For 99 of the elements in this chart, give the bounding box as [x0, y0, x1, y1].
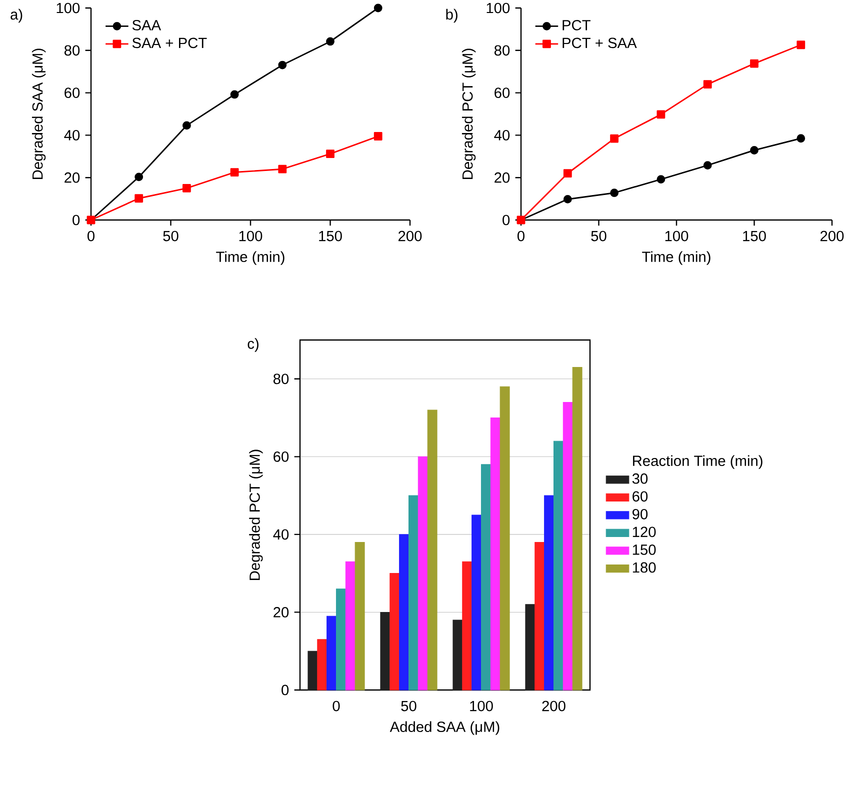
bar: [345, 561, 356, 690]
bar: [380, 612, 390, 690]
bar: [500, 386, 510, 690]
point: [278, 164, 287, 174]
bar: [562, 402, 573, 690]
x-tick-label: 200: [542, 700, 566, 712]
point: [656, 110, 666, 119]
point: [563, 195, 572, 204]
bar: [534, 542, 545, 690]
point: [796, 40, 806, 50]
y-tick-label: 80: [64, 45, 80, 56]
point: [750, 59, 758, 68]
point: [182, 184, 191, 192]
bar: [452, 620, 463, 690]
x-tick-label: 50: [591, 230, 606, 242]
y-tick-label: 60: [64, 88, 80, 98]
legend-title: Reaction Time (min): [633, 455, 762, 469]
x-axis-title: Added SAA (μM): [390, 721, 500, 735]
bar: [336, 588, 346, 690]
y-tick-label: 80: [494, 45, 510, 56]
legend-label: PCT + SAA: [562, 38, 637, 48]
legend-label: 90: [632, 508, 648, 520]
x-axis-title: Time (min): [642, 251, 710, 265]
y-tick-label: 40: [64, 130, 80, 140]
y-tick-label: 80: [273, 374, 289, 384]
bar: [472, 514, 482, 690]
x-tick-label: 0: [332, 700, 340, 712]
bar: [427, 410, 438, 690]
point: [278, 60, 287, 70]
y-axis-title: Degraded PCT (μM): [249, 450, 263, 580]
point: [750, 146, 758, 154]
x-tick-label: 0: [87, 230, 94, 242]
point: [703, 161, 712, 170]
x-tick-label: 200: [820, 230, 844, 242]
legend-label: 150: [632, 544, 656, 555]
x-tick-label: 0: [517, 230, 524, 242]
bar: [553, 440, 564, 690]
y-axis-title: Degraded SAA (μM): [32, 48, 46, 179]
y-tick-label: 60: [274, 451, 289, 462]
bar: [408, 495, 418, 690]
point: [374, 4, 382, 12]
legend-label: SAA: [132, 20, 162, 30]
point: [230, 90, 239, 99]
legend-label: 120: [632, 526, 656, 538]
bar: [418, 456, 428, 690]
y-tick-label: 0: [502, 214, 510, 226]
x-tick-label: 100: [470, 700, 493, 712]
y-tick-label: 20: [64, 172, 80, 183]
bar: [462, 561, 472, 690]
y-tick-label: 60: [494, 88, 510, 98]
point: [230, 168, 239, 176]
x-axis-title: Time (min): [216, 251, 284, 265]
point: [703, 80, 712, 89]
text: c): [248, 338, 258, 352]
bar: [354, 542, 365, 690]
bar: [317, 639, 328, 690]
y-tick-label: 40: [494, 130, 510, 140]
bar: [326, 616, 337, 690]
y-tick-label: 40: [273, 529, 289, 540]
point: [182, 121, 191, 130]
y-tick-label: 100: [56, 2, 80, 14]
x-tick-label: 150: [319, 230, 342, 242]
bar: [308, 650, 318, 690]
y-tick-label: 20: [494, 172, 510, 183]
legend-label: 60: [632, 491, 648, 502]
x-tick-label: 150: [743, 230, 766, 242]
y-tick-label: 0: [282, 684, 289, 696]
point: [134, 172, 144, 182]
legend-label: SAA + PCT: [132, 38, 207, 48]
x-tick-label: 50: [163, 230, 178, 242]
point: [610, 134, 618, 143]
y-axis-title: Degraded PCT (μM): [462, 48, 476, 179]
x-tick-label: 100: [665, 230, 688, 242]
bar: [525, 604, 536, 690]
bar: [390, 573, 400, 690]
y-tick-label: 100: [486, 2, 510, 14]
bar: [544, 495, 554, 690]
legend-label: PCT: [562, 20, 590, 30]
y-tick-label: 0: [72, 214, 80, 226]
x-tick-label: 200: [398, 230, 422, 242]
x-tick-label: 100: [239, 230, 262, 242]
x-tick-label: 50: [401, 700, 416, 712]
bar: [490, 418, 500, 690]
bar: [399, 534, 410, 690]
point: [656, 175, 666, 184]
legend-label: 180: [632, 562, 656, 573]
text: b): [446, 8, 458, 23]
point: [326, 37, 334, 46]
point: [326, 150, 334, 158]
point: [374, 132, 382, 140]
point: [796, 134, 806, 143]
point: [563, 169, 572, 178]
legend-label: 30: [632, 473, 648, 484]
point: [134, 194, 144, 203]
y-tick-label: 20: [274, 607, 289, 618]
bar: [572, 366, 582, 690]
bar: [480, 464, 491, 690]
point: [610, 188, 618, 198]
text: a): [10, 8, 22, 23]
